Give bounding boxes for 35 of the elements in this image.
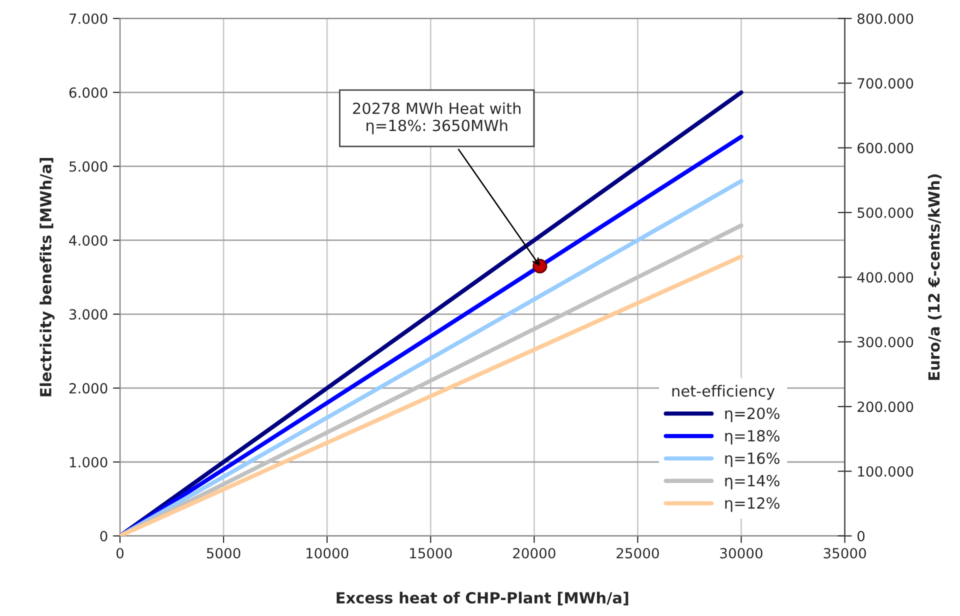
y-tick-label: 0 [100, 530, 108, 542]
x-tick-label: 5000 [206, 548, 240, 558]
y2-tick-label: 800.000 [858, 13, 914, 24]
y-tick-label: 3.000 [69, 309, 108, 320]
x-tick-label: 30000 [720, 548, 762, 558]
y2-axis-title: Euro/a (12 €-cents/kWh) [928, 174, 942, 380]
x-tick-label: 35000 [824, 548, 866, 558]
legend-title: net-efficiency [672, 384, 775, 400]
x-tick-label: 10000 [306, 548, 348, 558]
y-tick-label: 1.000 [70, 456, 108, 468]
x-tick-label: 0 [116, 548, 124, 558]
y2-tick-label: 300.000 [858, 336, 914, 348]
y2-tick-label: 100.000 [858, 466, 914, 477]
y2-tick-label: 200.000 [858, 402, 914, 412]
legend-label: η=12% [725, 497, 780, 512]
x-axis-title: Excess heat of CHP-Plant [MWh/a] [336, 592, 628, 606]
x-tick-label: 20000 [513, 548, 556, 558]
y-tick-label: 4.000 [69, 235, 108, 246]
x-tick-label: 15000 [410, 548, 452, 558]
legend-label: η=20% [725, 408, 780, 422]
y2-tick-label: 600.000 [858, 142, 914, 154]
annotation: 20278 MWh Heat with η=18%: 3650MWh [353, 102, 520, 134]
x-tick-label: 25000 [616, 548, 659, 558]
legend-label: η=18% [725, 430, 780, 445]
y-axis-title: Electricity benefits [MWh/a] [40, 158, 55, 396]
y-tick-label: 7.000 [70, 13, 108, 24]
legend-label: η=14% [725, 474, 780, 490]
y2-tick-label: 700.000 [858, 78, 914, 89]
y-tick-label: 6.000 [69, 87, 108, 98]
legend-label: η=16% [725, 452, 780, 467]
y-tick-label: 5.000 [70, 161, 108, 172]
y2-tick-label: 500.000 [858, 207, 914, 218]
y-tick-label: 2.000 [69, 383, 108, 394]
y2-tick-label: 0 [858, 530, 865, 542]
y2-tick-label: 400.000 [857, 272, 914, 283]
